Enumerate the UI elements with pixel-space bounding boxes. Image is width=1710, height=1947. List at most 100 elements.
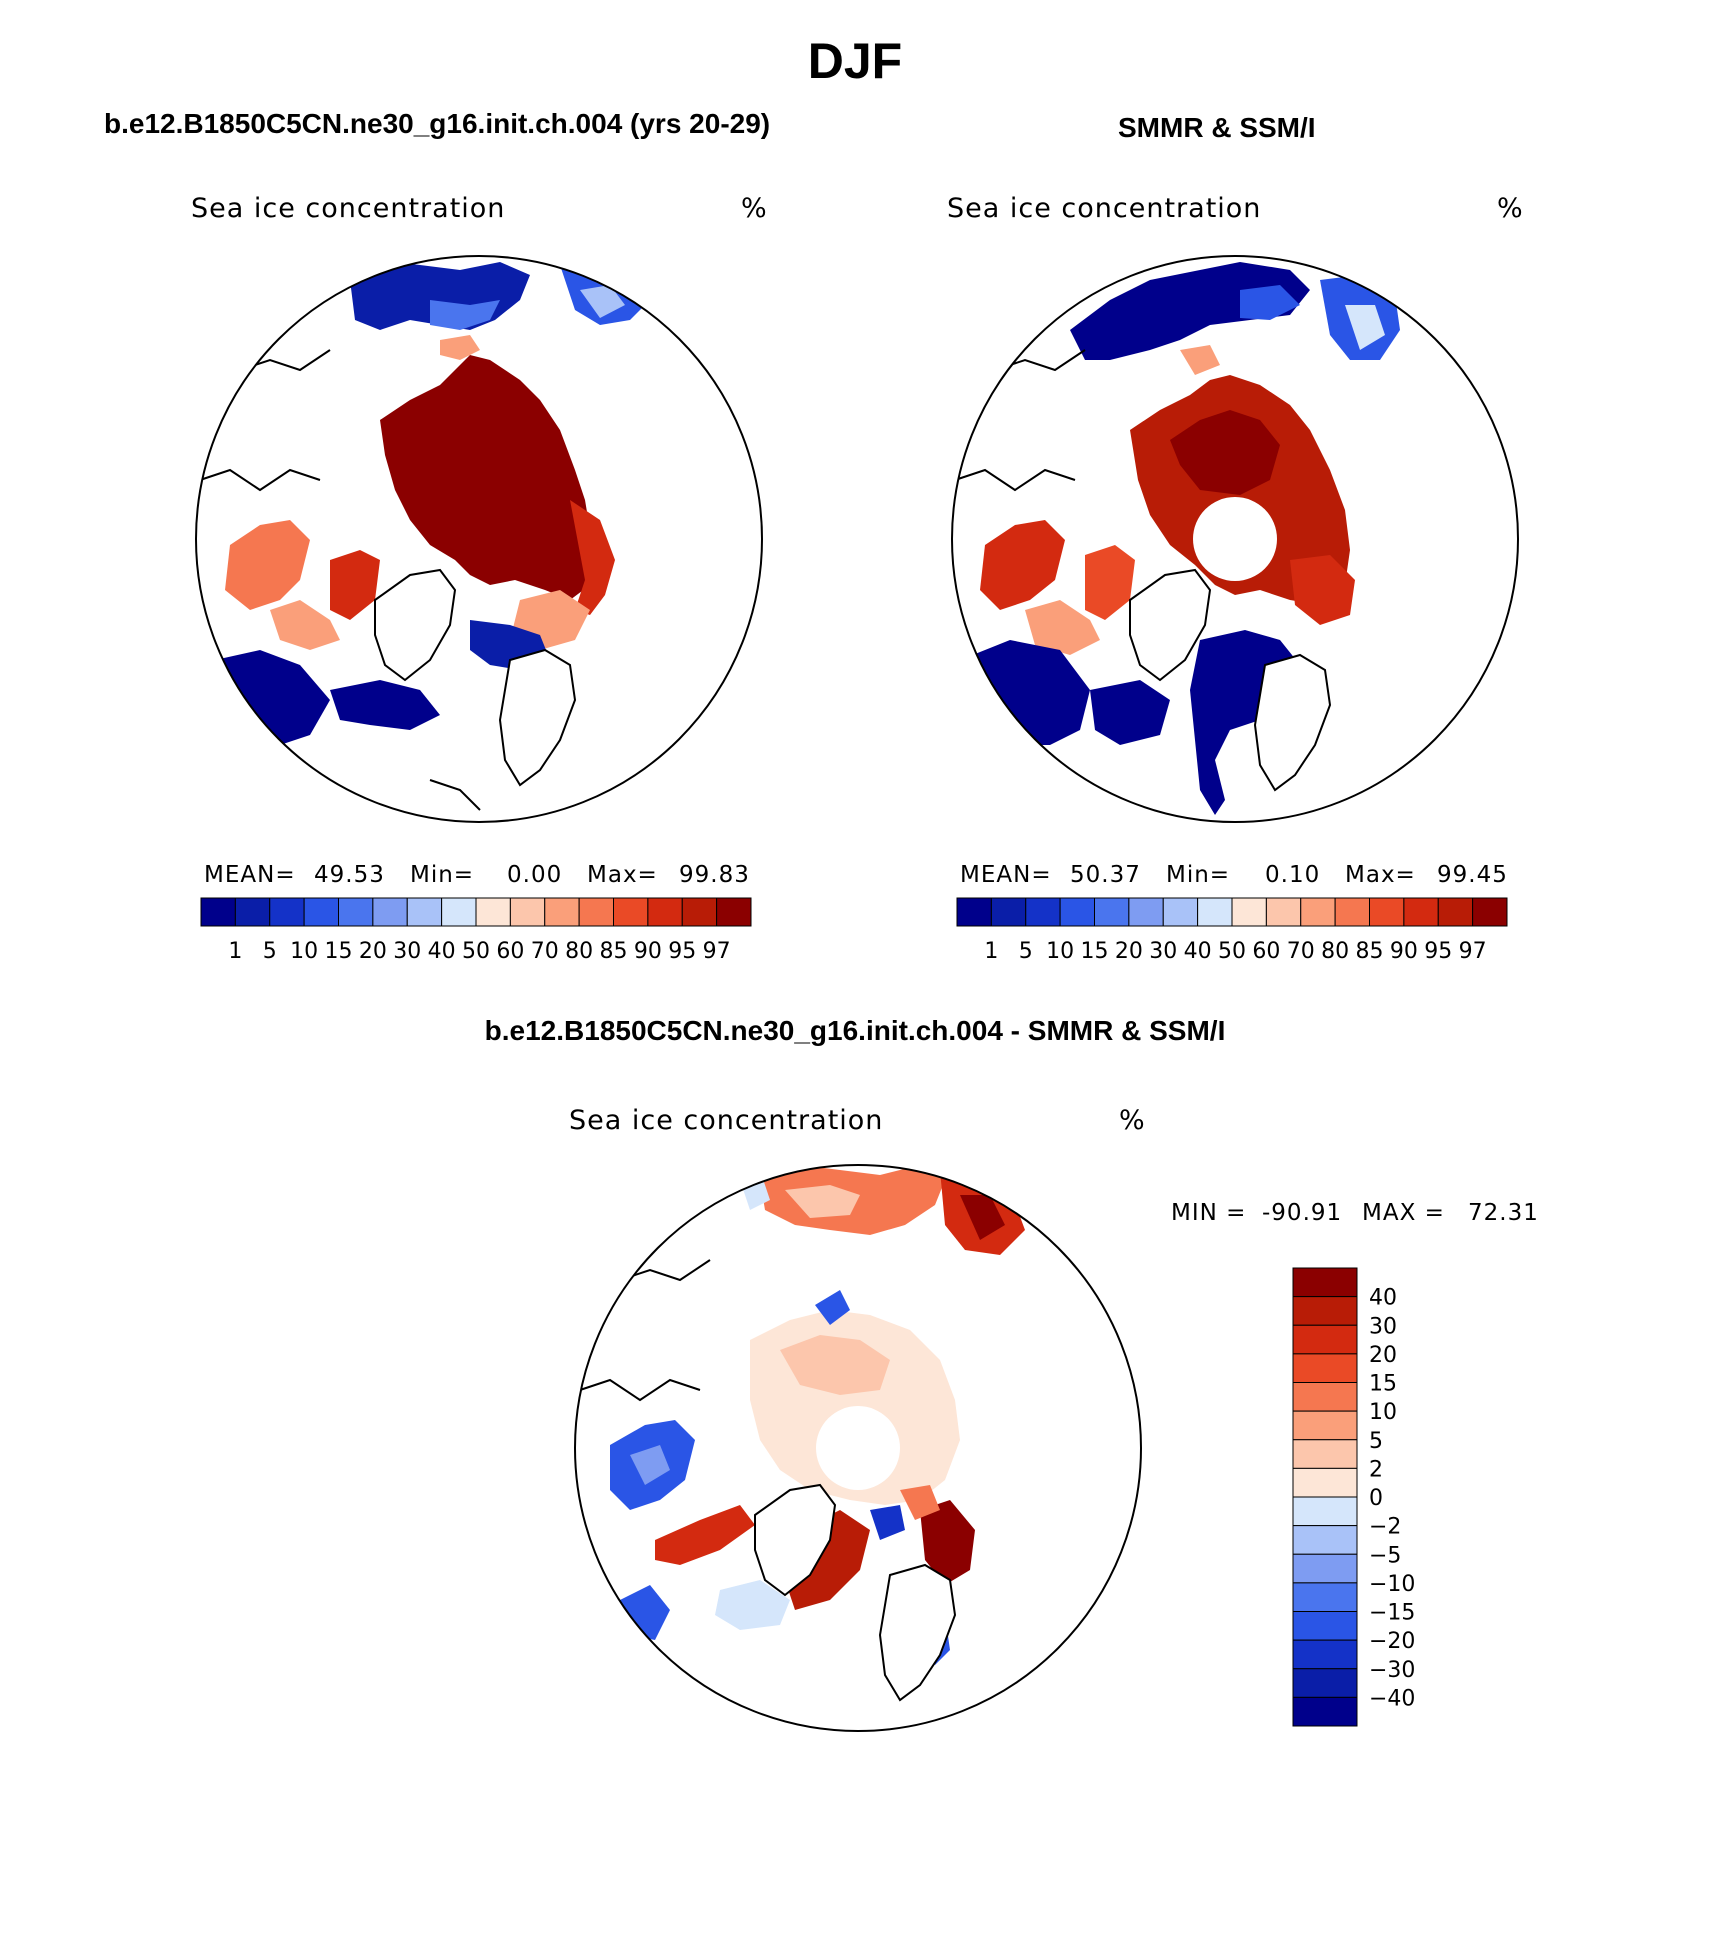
- obs-colorbar-tick-label: 15: [1081, 939, 1109, 964]
- diff-colorbar-tick-label: −30: [1369, 1658, 1415, 1683]
- diff-colorbar-swatch: [1292, 1525, 1358, 1555]
- model-colorbar-swatch: [509, 897, 546, 927]
- diff-colorbar-tick-label: 15: [1369, 1372, 1397, 1397]
- obs-colorbar-swatch: [1162, 897, 1199, 927]
- diff-colorbar-tick-label: 10: [1369, 1400, 1397, 1425]
- obs-variable-label: Sea ice concentration: [947, 193, 1262, 224]
- diff-units-label: %: [1119, 1105, 1146, 1136]
- model-colorbar-swatch: [441, 897, 477, 927]
- obs-colorbar-swatch: [1265, 897, 1302, 927]
- model-colorbar-tick-label: 1: [228, 939, 242, 964]
- diff-min-value: -90.91: [1262, 1200, 1343, 1226]
- diff-colorbar-swatch: [1292, 1296, 1358, 1326]
- diff-map-frame: [574, 1164, 1142, 1732]
- diff-panel-title: b.e12.B1850C5CN.ne30_g16.init.ch.004 - S…: [484, 1015, 1226, 1046]
- diff-colorbar-swatch: [1292, 1267, 1358, 1298]
- model-colorbar-tick-label: 90: [634, 939, 662, 964]
- model-colorbar-tick-label: 80: [565, 939, 593, 964]
- diff-colorbar-swatch: [1292, 1496, 1358, 1527]
- obs-colorbar-tick-label: 90: [1390, 939, 1418, 964]
- obs-panel-title: SMMR & SSM/I: [1118, 112, 1316, 143]
- obs-units-label: %: [1497, 193, 1524, 224]
- model-colorbar-swatch: [681, 897, 718, 927]
- diff-colorbar-tick-label: 20: [1369, 1343, 1397, 1368]
- model-colorbar-swatch: [578, 897, 614, 927]
- obs-mean-label: MEAN=: [960, 862, 1052, 888]
- obs-colorbar-tick-label: 5: [1019, 939, 1033, 964]
- diff-colorbar-swatch: [1292, 1611, 1358, 1641]
- obs-colorbar-swatch: [1128, 897, 1164, 927]
- diff-colorbar-tick-label: 5: [1369, 1429, 1383, 1454]
- model-colorbar-swatch: [475, 897, 511, 927]
- diff-colorbar-tick-label: −5: [1369, 1543, 1401, 1568]
- obs-colorbar-swatch: [1197, 897, 1233, 927]
- obs-colorbar-swatch: [1059, 897, 1095, 927]
- model-colorbar-swatch: [200, 897, 236, 927]
- obs-colorbar-swatch: [1369, 897, 1405, 927]
- diff-min-label: MIN =: [1171, 1200, 1247, 1226]
- model-colorbar-swatch: [544, 897, 580, 927]
- model-mean-label: MEAN=: [204, 862, 296, 888]
- model-min-label: Min=: [410, 862, 475, 888]
- model-colorbar-tick-label: 50: [462, 939, 490, 964]
- obs-colorbar-tick-label: 10: [1046, 939, 1074, 964]
- obs-colorbar-swatch: [1437, 897, 1474, 927]
- obs-max-label: Max=: [1345, 862, 1416, 888]
- model-panel-title: b.e12.B1850C5CN.ne30_g16.init.ch.004 (yr…: [104, 108, 771, 139]
- model-colorbar-tick-label: 15: [325, 939, 353, 964]
- diff-colorbar-swatch: [1292, 1696, 1358, 1727]
- diff-max-value: 72.31: [1468, 1200, 1539, 1226]
- obs-colorbar-tick-label: 50: [1218, 939, 1246, 964]
- obs-colorbar-tick-label: 60: [1252, 939, 1280, 964]
- diff-colorbar-swatch: [1292, 1668, 1358, 1698]
- model-colorbar-swatch: [234, 897, 271, 927]
- model-colorbar-tick-label: 30: [393, 939, 421, 964]
- obs-colorbar-tick-label: 30: [1149, 939, 1177, 964]
- obs-colorbar-swatch: [1025, 897, 1061, 927]
- obs-colorbar-swatch: [990, 897, 1027, 927]
- diff-map: [579, 1165, 1025, 1702]
- diff-colorbar-tick-label: 0: [1369, 1486, 1383, 1511]
- diff-colorbar-swatch: [1292, 1382, 1358, 1412]
- model-colorbar-tick-label: 85: [600, 939, 628, 964]
- diff-colorbar-tick-label: 40: [1369, 1286, 1397, 1311]
- model-colorbar-swatch: [716, 897, 752, 927]
- obs-min-label: Min=: [1166, 862, 1231, 888]
- obs-colorbar: 1 5 10 15 20 30 40 50 60 70 80 85 90 95 97: [956, 897, 1508, 964]
- model-colorbar-swatch: [338, 897, 374, 927]
- obs-colorbar-swatch: [1472, 897, 1508, 927]
- diff-colorbar-tick-label: −2: [1369, 1515, 1401, 1540]
- model-colorbar-tick-label: 97: [703, 939, 731, 964]
- diff-colorbar-tick-label: −40: [1369, 1686, 1415, 1711]
- diff-colorbar-swatch: [1292, 1324, 1358, 1355]
- model-map-frame: [195, 255, 763, 823]
- model-min-value: 0.00: [507, 862, 563, 888]
- diff-colorbar-swatch: [1292, 1353, 1358, 1383]
- diff-colorbar-tick-label: −20: [1369, 1629, 1415, 1654]
- model-colorbar-swatch: [406, 897, 443, 927]
- obs-colorbar-swatch: [1300, 897, 1336, 927]
- diff-colorbar-swatch: [1292, 1639, 1358, 1670]
- model-colorbar-tick-label: 70: [531, 939, 559, 964]
- obs-colorbar-tick-label: 95: [1424, 939, 1452, 964]
- model-colorbar-tick-label: 40: [428, 939, 456, 964]
- model-colorbar: 1 5 10 15 20 30 40 50 60 70 80 85 90 95 97: [200, 897, 752, 964]
- model-variable-label: Sea ice concentration: [191, 193, 506, 224]
- obs-colorbar-tick-label: 85: [1356, 939, 1384, 964]
- obs-min-value: 0.10: [1265, 862, 1321, 888]
- model-max-value: 99.83: [679, 862, 750, 888]
- diff-colorbar-swatch: [1292, 1553, 1358, 1584]
- model-colorbar-tick-label: 95: [668, 939, 696, 964]
- model-colorbar-tick-label: 60: [496, 939, 524, 964]
- diff-max-label: MAX =: [1362, 1200, 1445, 1226]
- model-units-label: %: [741, 193, 768, 224]
- obs-colorbar-tick-label: 70: [1287, 939, 1315, 964]
- obs-colorbar-swatch: [1094, 897, 1130, 927]
- diff-colorbar-tick-label: 2: [1369, 1457, 1383, 1482]
- obs-colorbar-swatch: [1334, 897, 1370, 927]
- diff-colorbar-swatch: [1292, 1467, 1358, 1498]
- model-colorbar-swatch: [613, 897, 649, 927]
- model-colorbar-swatch: [303, 897, 339, 927]
